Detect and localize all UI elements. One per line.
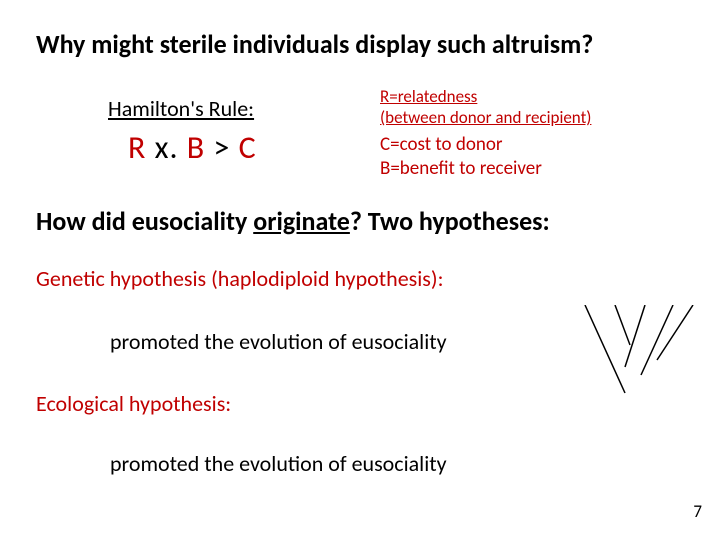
op-x: x (155, 128, 170, 167)
ecological-hypothesis-text: promoted the evolution of eusociality (110, 450, 447, 477)
heading-altruism: Why might sterile individuals display su… (36, 28, 593, 60)
title2-originate: originate (253, 205, 350, 237)
hamilton-rule-label: Hamilton's Rule: (108, 95, 254, 122)
genetic-hypothesis-label: Genetic hypothesis (haplodiploid hypothe… (36, 265, 443, 292)
definition-cost-benefit: C=cost to donor B=benefit to receiver (380, 133, 542, 181)
title2-pre: How did eusociality (36, 205, 253, 237)
hamilton-formula: R x. B > C (128, 128, 257, 167)
def-b: B=benefit to receiver (380, 157, 542, 180)
title2-post: ? Two hypotheses: (350, 205, 550, 237)
def-r-line1: R=relatedness (380, 86, 477, 107)
definition-relatedness: R=relatedness (between donor and recipie… (380, 86, 591, 129)
def-r-line2: (between donor and recipient) (380, 107, 591, 128)
var-R: R (128, 128, 146, 167)
var-C: C (239, 128, 257, 167)
genetic-hypothesis-text: promoted the evolution of eusociality (110, 328, 447, 355)
var-B: B (187, 128, 205, 167)
heading-eusociality: How did eusociality originate? Two hypot… (36, 205, 550, 237)
ecological-hypothesis-label: Ecological hypothesis: (36, 390, 231, 417)
def-c: C=cost to donor (380, 133, 503, 156)
phylogeny-tree-icon (565, 305, 695, 395)
page-number: 7 (693, 501, 702, 522)
op-gt: > (213, 128, 230, 167)
op-dot: . (169, 128, 178, 167)
